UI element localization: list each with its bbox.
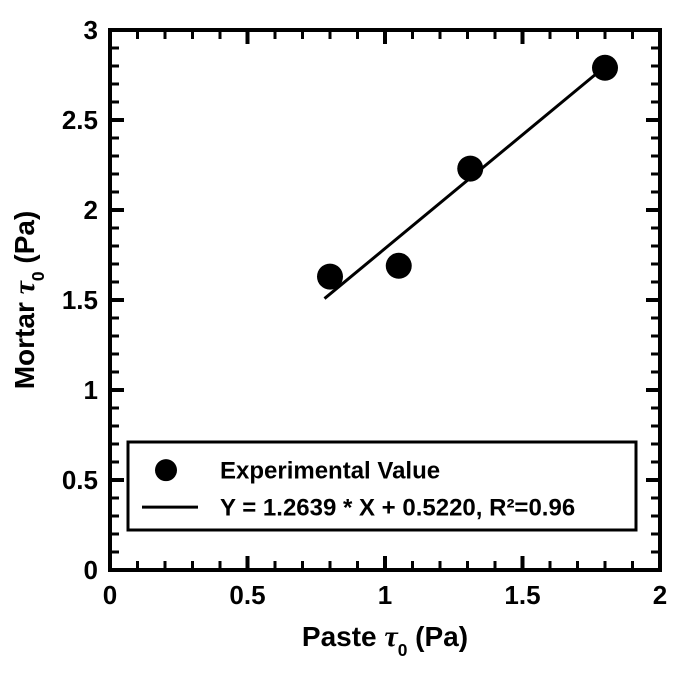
legend: Experimental Value Y = 1.2639 * X + 0.522… <box>128 442 636 530</box>
data-point <box>386 253 412 279</box>
scatter-chart: 0 0.5 1 1.5 2 0 0.5 1 1.5 2 2.5 3 Experimental Value… <box>0 0 698 684</box>
y-tick-label: 2.5 <box>62 105 98 135</box>
x-tick-label: 1.5 <box>504 580 540 610</box>
x-tick-label: 0.5 <box>229 580 265 610</box>
legend-marker-icon <box>155 459 177 481</box>
y-tick-label: 0.5 <box>62 465 98 495</box>
data-point <box>592 55 618 81</box>
y-tick-label: 1 <box>84 375 98 405</box>
y-tick-label: 0 <box>84 555 98 585</box>
y-tick-label: 1.5 <box>62 285 98 315</box>
data-point <box>457 156 483 182</box>
y-tick-label: 2 <box>84 195 98 225</box>
x-tick-label: 0 <box>103 580 117 610</box>
data-point <box>317 264 343 290</box>
y-tick-label: 3 <box>84 15 98 45</box>
x-tick-label: 1 <box>378 580 392 610</box>
chart-container: 0 0.5 1 1.5 2 0 0.5 1 1.5 2 2.5 3 Experimental Value… <box>0 0 698 684</box>
x-tick-label: 2 <box>653 580 667 610</box>
legend-line2: Y = 1.2639 * X + 0.5220, R²=0.96 <box>220 495 575 522</box>
legend-line1: Experimental Value <box>220 458 440 485</box>
